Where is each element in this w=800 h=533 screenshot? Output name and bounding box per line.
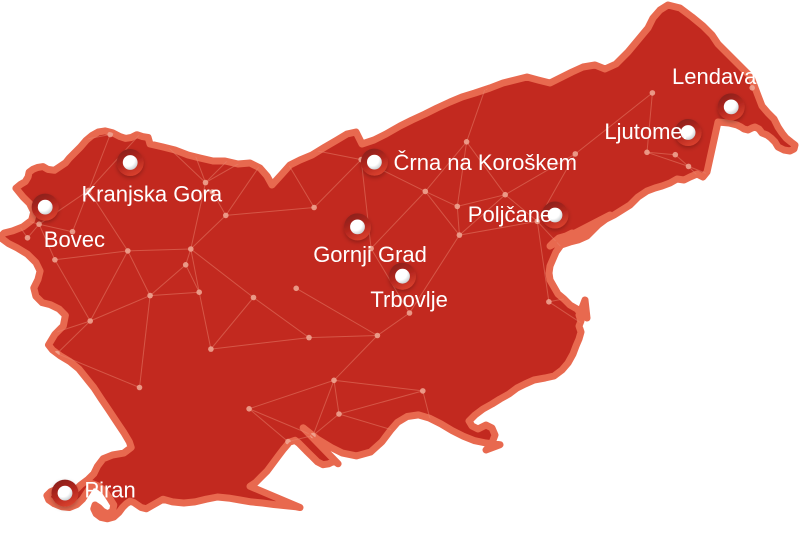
svg-text:Gornji Grad: Gornji Grad — [313, 242, 427, 267]
svg-text:Bovec: Bovec — [44, 227, 105, 252]
svg-text:Poljčane: Poljčane — [468, 202, 552, 227]
svg-text:Kranjska Gora: Kranjska Gora — [82, 182, 223, 207]
svg-text:Trbovlje: Trbovlje — [370, 287, 447, 312]
svg-text:Črna na Koroškem: Črna na Koroškem — [394, 150, 577, 175]
svg-text:Piran: Piran — [84, 478, 135, 503]
svg-text:Lendava: Lendava — [672, 64, 757, 89]
svg-text:Ljutomer: Ljutomer — [604, 119, 690, 144]
